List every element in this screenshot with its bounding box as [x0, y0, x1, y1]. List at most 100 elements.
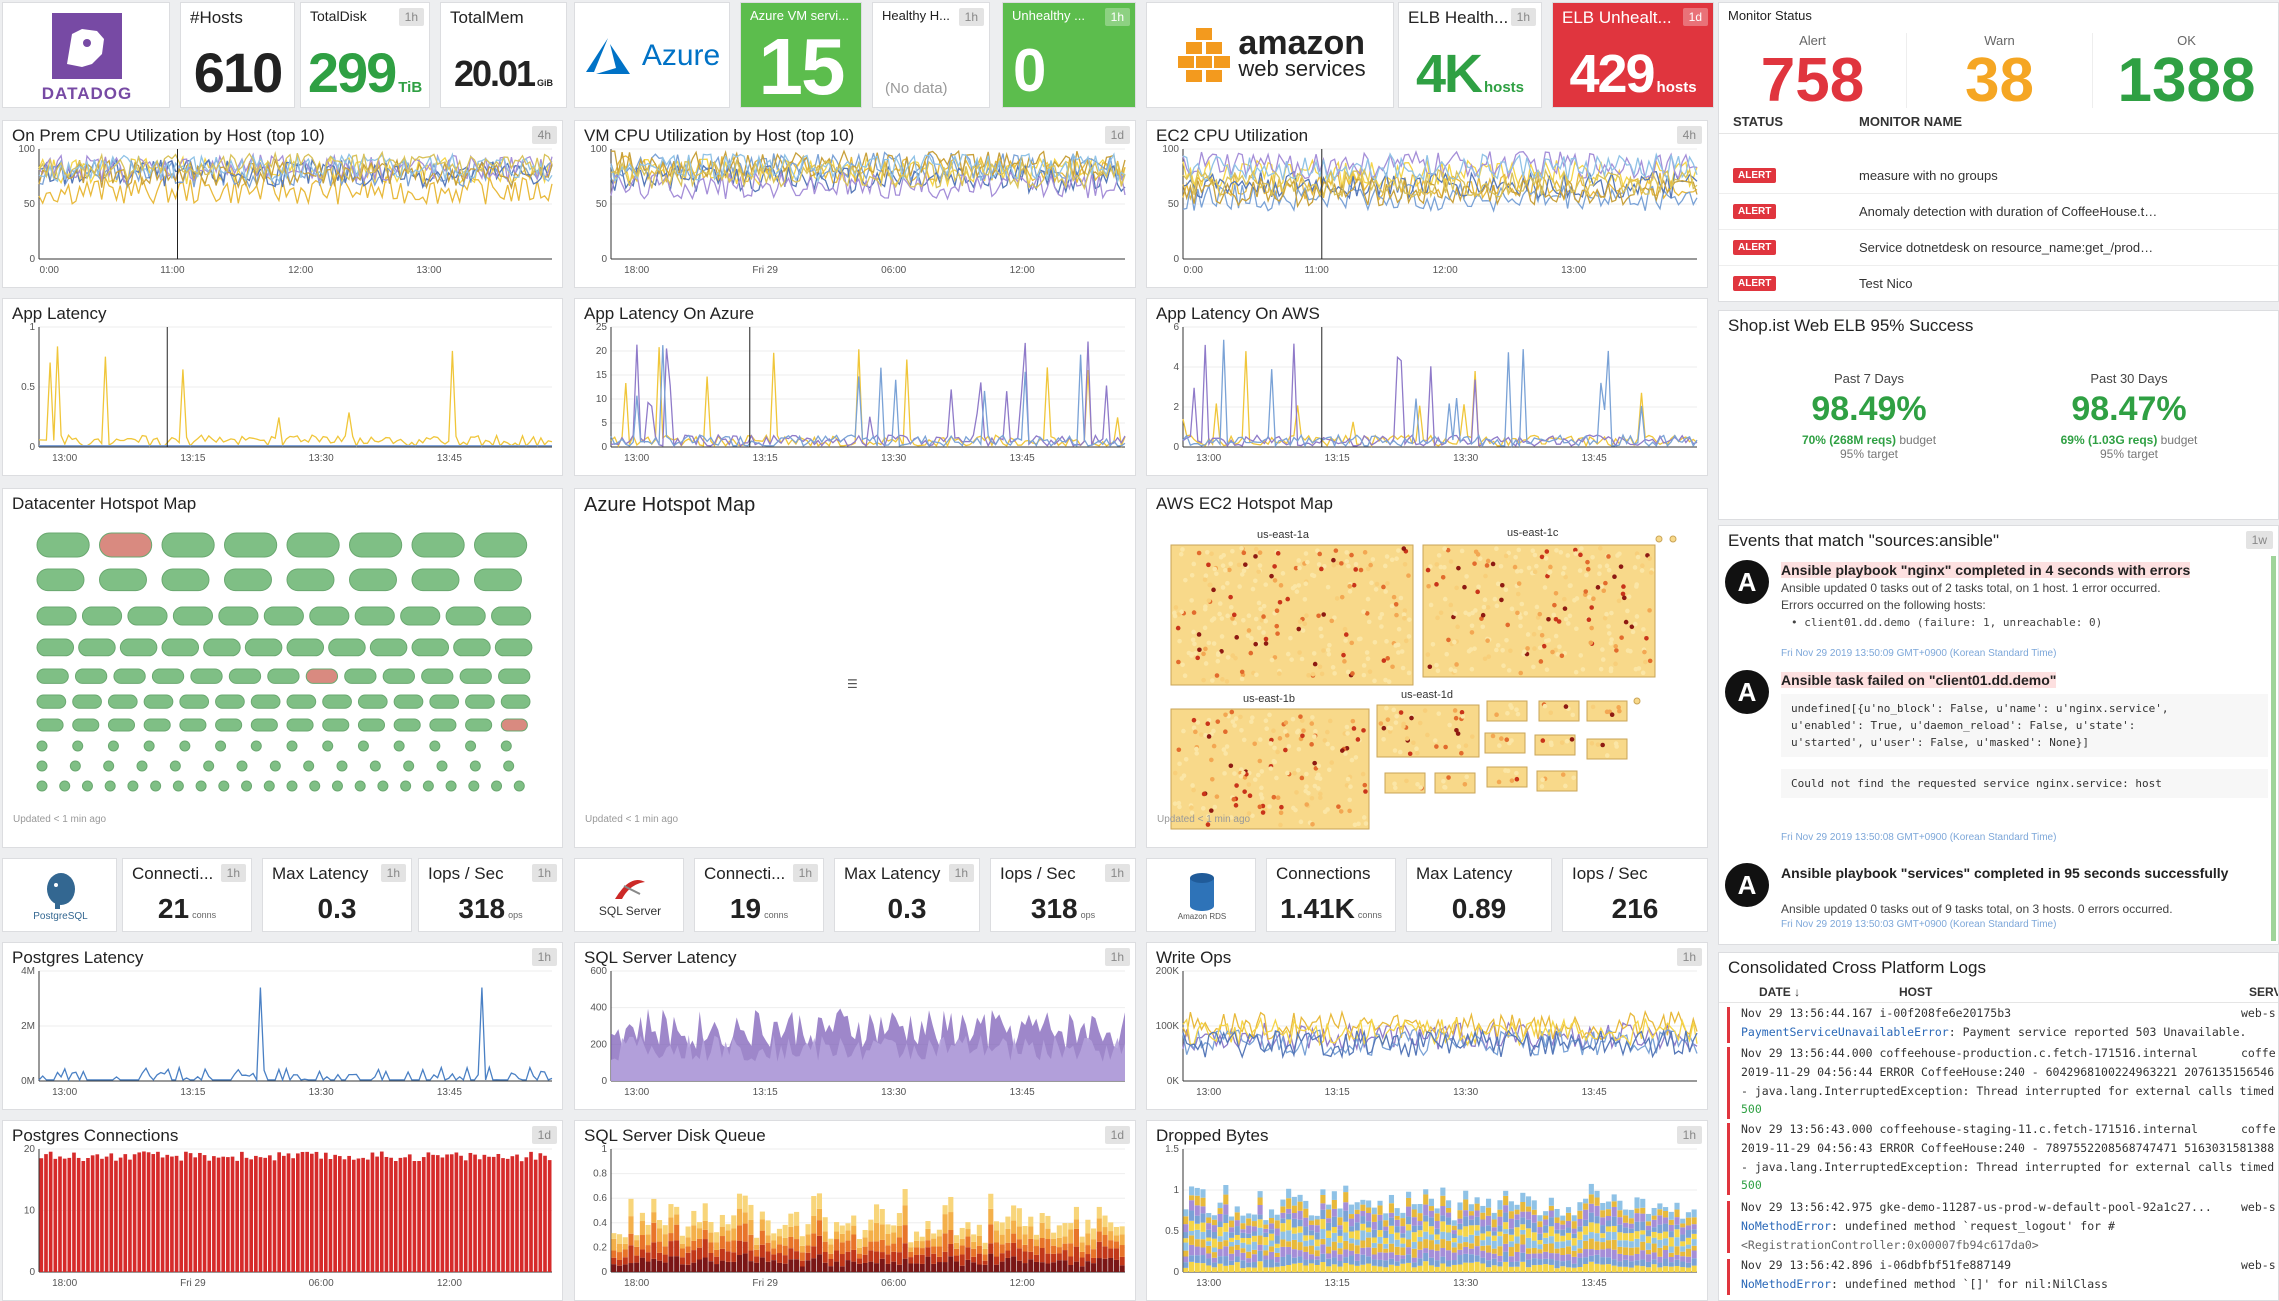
host: [1417, 720, 1423, 726]
applat-chart-widget[interactable]: App Latency 0 0.5 1 13:00 13:15 13:30 13:45: [2, 298, 563, 476]
sql-connections-widget[interactable]: Connecti... 1h 19 conns: [694, 858, 824, 932]
pg-iops-widget[interactable]: Iops / Sec 1h 318 ops: [418, 858, 563, 932]
alert-badge: ALERT: [1733, 276, 1777, 291]
host: [1379, 624, 1384, 629]
bar-segment: [634, 1246, 640, 1256]
host: [1609, 637, 1614, 642]
onprem-chart-widget[interactable]: On Prem CPU Utilization by Host (top 10)…: [2, 120, 563, 288]
azure-hotspot-title: Azure Hotspot Map: [584, 494, 756, 516]
applataws-chart-widget[interactable]: App Latency On AWS 0 2 4 6 13:00 13:15 13:30 13:…: [1146, 298, 1708, 476]
col-serv[interactable]: SERV: [2249, 985, 2279, 999]
datacenter-hotspot-map[interactable]: Datacenter Hotspot Map Updated < 1 min a…: [2, 488, 563, 848]
log-row[interactable]: Nov 29 13:56:42.975 gke-demo-11287-us-pr…: [1719, 1199, 2278, 1255]
writeops-chart-widget[interactable]: Write Ops 1h 0K 100K 200K 13:00 13:15 13:30 13:4…: [1146, 942, 1708, 1110]
pglat-chart-widget[interactable]: Postgres Latency 1h 0M 2M 4M 13:00 13:15 13:30 1…: [2, 942, 563, 1110]
alert-count[interactable]: Alert 758: [1719, 33, 1906, 114]
vmcpu-chart-widget[interactable]: VM CPU Utilization by Host (top 10) 1d 0 50…: [574, 120, 1136, 288]
bar-segment: [754, 1237, 760, 1245]
monitor-row[interactable]: ALERT Anomaly detection with duration of …: [1719, 194, 2278, 230]
sql-max-latency-widget[interactable]: Max Latency 1h 0.3: [834, 858, 980, 932]
y-tick-label: 50: [1168, 199, 1180, 210]
total-mem-widget[interactable]: TotalMem 20.01 GiB: [440, 2, 567, 108]
host: [1298, 714, 1303, 719]
bar-segment: [993, 1230, 1000, 1243]
bar-segment: [1366, 1256, 1372, 1264]
applataz-chart-widget[interactable]: App Latency On Azure 0 5 10 15 20 25 13:00 13:15…: [574, 298, 1136, 476]
ec2-chart-widget[interactable]: EC2 CPU Utilization 4h 0 50 100 0:00 11:00 12:0…: [1146, 120, 1708, 288]
hosts-widget[interactable]: #Hosts 610: [180, 2, 295, 108]
elb-unhealthy-widget[interactable]: ELB Unhealt... 1d 429 hosts: [1552, 2, 1714, 108]
log-row[interactable]: Nov 29 13:56:44.000 coffeehouse-producti…: [1719, 1045, 2278, 1121]
rds-iops-widget[interactable]: Iops / Sec 216: [1562, 858, 1708, 932]
alert-badge: ALERT: [1733, 204, 1777, 219]
pgconn-chart-widget[interactable]: Postgres Connections 1d 0 10 20 18:00 Fri 29 06…: [2, 1120, 563, 1301]
monitor-row[interactable]: ALERT measure with no groups: [1719, 158, 2278, 194]
host-group: [215, 718, 243, 732]
bar-segment: [1680, 1234, 1686, 1242]
bar-segment: [1234, 1220, 1240, 1227]
bar-segment: [1548, 1236, 1554, 1244]
aws-ec2-hotspot-map[interactable]: AWS EC2 Hotspot Map us-east-1a us-east-1…: [1146, 488, 1708, 848]
monitor-row[interactable]: ALERT Test Nico: [1719, 266, 2278, 301]
rds-max-latency-widget[interactable]: Max Latency 0.89: [1406, 858, 1552, 932]
host: [1249, 635, 1254, 641]
log-serv: web-s: [2241, 1258, 2276, 1272]
logs-widget[interactable]: Consolidated Cross Platform Logs DATE ↓ …: [1718, 952, 2279, 1301]
elb-health-widget[interactable]: ELB Health... 1h 4K hosts: [1398, 2, 1542, 108]
host: [1381, 658, 1387, 663]
sqllat-chart-widget[interactable]: SQL Server Latency 1h 0 200 400 600 13:00 13:15…: [574, 942, 1136, 1110]
rds-connections-widget[interactable]: Connections 1.41K conns: [1266, 858, 1396, 932]
host: [1455, 624, 1460, 630]
host: [1201, 651, 1206, 657]
warn-count[interactable]: Warn 38: [1906, 33, 2093, 114]
col-host[interactable]: HOST: [1899, 985, 1933, 999]
sql-iops-widget[interactable]: Iops / Sec 1h 318 ops: [990, 858, 1136, 932]
events-widget[interactable]: Events that match "sources:ansible" 1w A…: [1718, 525, 2279, 945]
dropped-chart-widget[interactable]: Dropped Bytes 1h 0 0.5 1 1.5 13:00 13:15 13:30 13…: [1146, 1120, 1708, 1301]
log-row[interactable]: Nov 29 13:56:42.896 i-06dbfbf51fe887149 …: [1719, 1257, 2278, 1297]
bar: [529, 1151, 533, 1272]
monitor-row[interactable]: ALERT Service dotnetdesk on resource_name…: [1719, 230, 2278, 266]
bar-segment: [953, 1248, 960, 1256]
ok-count[interactable]: OK 1388: [2093, 33, 2278, 114]
host: [1562, 596, 1567, 602]
aws-hostmap-canvas[interactable]: [1147, 489, 1708, 848]
unhealthy-hosts-widget[interactable]: Unhealthy ... 1h 0: [1002, 2, 1136, 108]
datacenter-hostmap-canvas[interactable]: [3, 489, 563, 848]
bar-segment: [1206, 1213, 1212, 1218]
azure-hotspot-map[interactable]: Azure Hotspot Map ☰ Updated < 1 min ago: [574, 488, 1136, 848]
healthy-hosts-widget[interactable]: Healthy H... 1h (No data): [872, 2, 990, 108]
log-row[interactable]: Nov 29 13:56:44.167 i-00f208fe6e20175b3 …: [1719, 1005, 2278, 1045]
log-row[interactable]: Nov 29 13:56:43.000 coffeehouse-staging-…: [1719, 1121, 2278, 1197]
dropped-plot[interactable]: 00.511.513:00 13:15 13:30 13:45: [1147, 1121, 1708, 1301]
bar: [151, 1154, 156, 1272]
bar-segment: [1326, 1253, 1332, 1259]
events-scrollbar[interactable]: [2271, 556, 2276, 941]
slo-widget[interactable]: Shop.ist Web ELB 95% Success Past 7 Days…: [1718, 310, 2279, 520]
bar-segment: [656, 1220, 663, 1229]
col-date[interactable]: DATE ↓: [1759, 985, 1801, 999]
bar-segment: [1571, 1221, 1577, 1229]
bar-segment: [988, 1193, 994, 1209]
bar-segment: [1354, 1253, 1360, 1261]
pg-connections-widget[interactable]: Connecti... 1h 21 conns: [122, 858, 252, 932]
time-badge: 1d: [1104, 1126, 1130, 1144]
pg-max-latency-widget[interactable]: Max Latency 1h 0.3: [262, 858, 412, 932]
host: [1402, 616, 1407, 621]
azure-vm-widget[interactable]: Azure VM servi... 15: [740, 2, 862, 108]
sqlq-chart-widget[interactable]: SQL Server Disk Queue 1d 0 0.2 0.4 0.6 0.8 1 18:…: [574, 1120, 1136, 1301]
total-disk-widget[interactable]: TotalDisk 1h 299 TiB: [300, 2, 430, 108]
bar-segment: [1565, 1212, 1572, 1221]
monitor-status-widget[interactable]: Monitor Status Alert 758 Warn 38 OK 1388…: [1718, 2, 2279, 302]
